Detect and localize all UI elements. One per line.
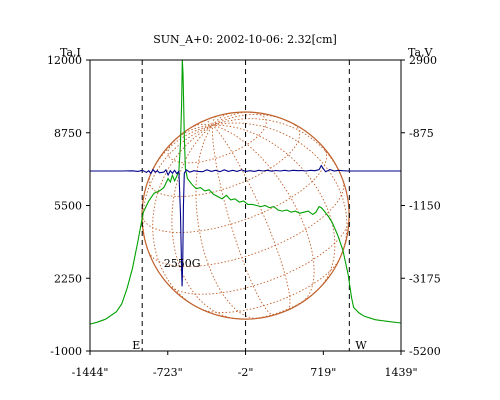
left-axis-ticks: 12000 8750 5500 2250 -1000 — [47, 54, 90, 358]
x-tick-label: -723" — [153, 366, 183, 379]
intensity-series-line — [89, 59, 402, 325]
left-tick-label: 8750 — [54, 127, 82, 140]
x-axis-ticks: -1444" -723" -2" 719" 1439" — [72, 351, 418, 379]
disk-latitude-line — [167, 111, 267, 164]
disk-longitude-line — [212, 112, 231, 126]
disk-longitude-line — [212, 118, 343, 178]
x-tick-label: 719" — [310, 366, 336, 379]
left-axis-label: Ta,I — [60, 46, 81, 59]
data-series — [89, 59, 402, 325]
disk-longitude-line — [171, 124, 234, 319]
disk-longitude-line — [204, 120, 214, 126]
right-tick-label: -1150 — [409, 200, 441, 213]
disk-longitude-line — [212, 111, 253, 126]
x-tick-label: -1444" — [72, 366, 109, 379]
disk-longitude-line — [212, 122, 348, 255]
disk-longitude-line — [212, 116, 217, 126]
disk-longitude-line — [190, 123, 213, 128]
left-tick-label: 2250 — [54, 272, 82, 285]
right-axis-ticks: 2900 -875 -1150 -3175 -5200 — [401, 54, 441, 358]
annotations: 2550G — [164, 257, 201, 270]
polarization-series-line — [90, 164, 401, 287]
left-tick-label: -1000 — [50, 345, 82, 358]
x-tick-label: -2" — [238, 366, 254, 379]
field-strength-annotation: 2550G — [164, 257, 201, 270]
right-tick-label: 2900 — [409, 54, 437, 67]
disk-longitude-line — [152, 124, 213, 308]
disk-latitude-line — [148, 181, 345, 267]
solar-disk-grid — [141, 111, 350, 320]
chart-title: SUN_A+0: 2002-10-06: 2.32[cm] — [153, 33, 337, 46]
disk-longitude-line — [212, 124, 291, 311]
right-tick-label: -875 — [409, 127, 434, 140]
disk-longitude-line — [212, 125, 275, 316]
disk-longitude-line — [212, 124, 336, 287]
limb-marker-label: E — [132, 339, 140, 352]
left-tick-label: 12000 — [47, 54, 82, 67]
disk-longitude-line — [142, 124, 213, 248]
left-tick-label: 5500 — [54, 200, 82, 213]
right-axis-label: Ta,V — [408, 46, 434, 59]
disk-longitude-line — [173, 124, 213, 142]
disk-latitude-line — [201, 258, 340, 313]
limb-marker-label: W — [355, 339, 367, 352]
right-tick-label: -5200 — [409, 345, 441, 358]
x-tick-label: 1439" — [384, 366, 417, 379]
right-tick-label: -3175 — [409, 272, 441, 285]
